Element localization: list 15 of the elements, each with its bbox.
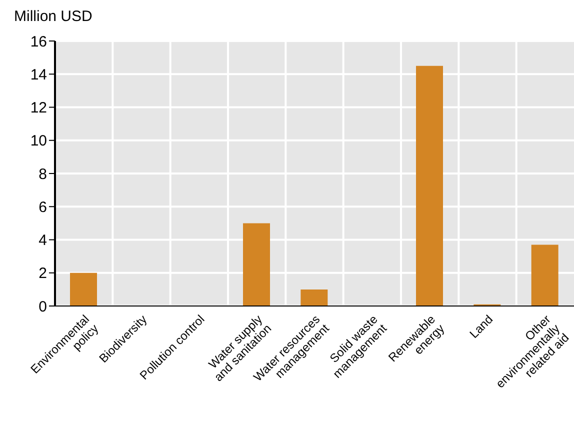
bar (243, 223, 270, 306)
bar (300, 289, 328, 306)
y-tick-label: 16 (30, 33, 47, 50)
y-axis-title: Million USD (14, 8, 92, 25)
y-tick-label: 0 (38, 298, 47, 316)
y-tick-label: 8 (38, 166, 47, 183)
bar (531, 244, 558, 306)
bar (416, 66, 443, 306)
y-tick-label: 2 (38, 265, 47, 282)
y-tick-label: 6 (38, 198, 47, 216)
y-tick-label: 14 (30, 66, 47, 84)
y-tick-label: 4 (38, 232, 47, 250)
y-tick-label: 10 (30, 132, 47, 150)
y-tick-label: 12 (30, 100, 47, 117)
bar (70, 272, 97, 306)
